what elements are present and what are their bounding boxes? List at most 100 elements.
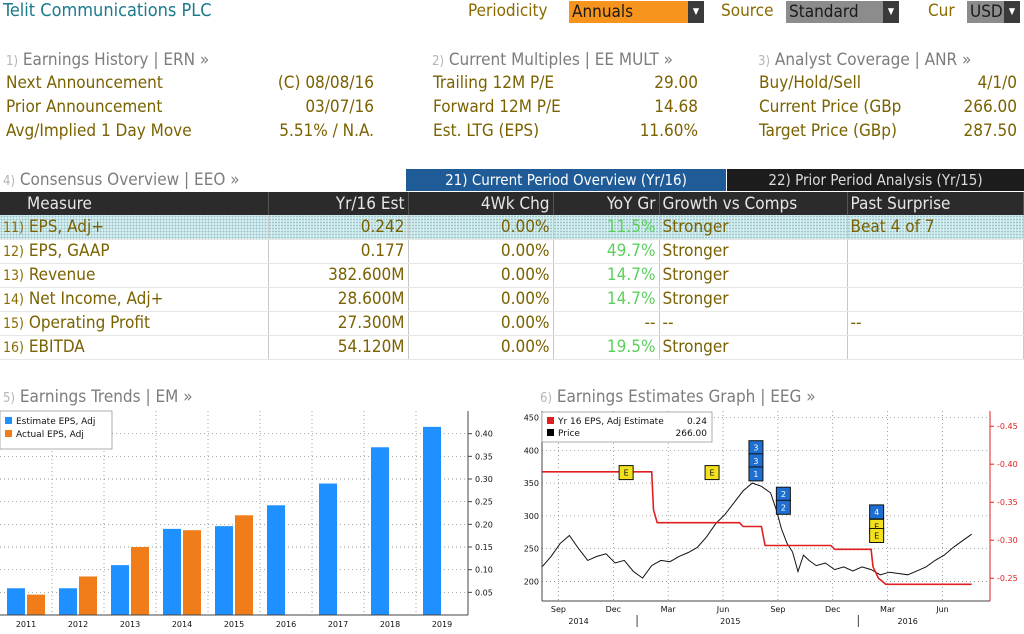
col-estimate: Yr/16 Est: [268, 192, 409, 215]
company-title: Telit Communications PLC: [3, 0, 212, 21]
table-row[interactable]: 14) Net Income, Adj+ 28.600M 0.00% 14.7%…: [0, 287, 1024, 312]
col-measure: Measure: [0, 192, 269, 215]
y-tick-label: 0.05: [475, 588, 493, 597]
measure-cell[interactable]: 12) EPS, GAAP: [0, 239, 269, 264]
item-value: 5.51% / N.A.: [279, 121, 374, 141]
list-item: Buy/Hold/Sell 4/1/0: [759, 73, 1017, 93]
list-item: Prior Announcement 03/07/16: [6, 97, 374, 117]
bar: [319, 483, 337, 615]
measure-cell[interactable]: 14) Net Income, Adj+: [0, 287, 269, 312]
currency-select[interactable]: USD: [967, 1, 1005, 23]
col-growth-vs-comps: Growth vs Comps: [659, 192, 848, 215]
x-month-label: Mar: [661, 605, 677, 614]
right-tick-label: -0.40: [997, 460, 1018, 469]
bar: [215, 526, 233, 615]
x-tick-label: 2011: [16, 620, 36, 629]
panel-number: 2): [432, 54, 445, 69]
bar: [183, 530, 201, 615]
measure-name: Net Income, Adj+: [28, 289, 164, 309]
currency-label: Cur: [928, 1, 955, 21]
panel-number: 5): [3, 391, 16, 406]
table-row[interactable]: 11) EPS, Adj+ 0.242 0.00% 11.5% Stronger…: [0, 215, 1024, 240]
x-tick-label: 2012: [68, 620, 88, 629]
earnings-estimates-graph-title[interactable]: 6) Earnings Estimates Graph | EEG »: [540, 387, 816, 407]
panel-title-text: Earnings Estimates Graph | EEG »: [556, 387, 816, 407]
list-item: Avg/Implied 1 Day Move 5.51% / N.A.: [6, 121, 374, 141]
item-value: 03/07/16: [305, 97, 374, 117]
bar: [267, 505, 285, 615]
surprise-cell: [847, 263, 1024, 288]
surprise-cell: --: [847, 311, 1024, 336]
chart-grid: [542, 411, 990, 601]
earnings-event-marker: [704, 465, 720, 481]
panel-title-text: Earnings Trends | EM »: [19, 387, 193, 407]
surprise-cell: [847, 335, 1024, 360]
source-dropdown-icon[interactable]: ▼: [883, 1, 899, 23]
analyst-coverage-title[interactable]: 3) Analyst Coverage | ANR »: [758, 50, 971, 70]
tab-prior-period[interactable]: 22) Prior Period Analysis (Yr/15): [727, 169, 1024, 191]
x-tick-label: 2013: [120, 620, 140, 629]
marker-label: 3: [753, 444, 758, 453]
periodicity-select[interactable]: Annuals: [569, 1, 689, 23]
source-select[interactable]: Standard: [786, 1, 884, 23]
bar: [59, 588, 77, 615]
x-year-label: 2016: [898, 617, 918, 626]
legend-box: [0, 410, 113, 450]
tab-current-period[interactable]: 21) Current Period Overview (Yr/16): [406, 169, 726, 191]
panel-number: 1): [6, 54, 19, 69]
current-multiples-title[interactable]: 2) Current Multiples | EE MULT »: [432, 50, 673, 70]
measure-cell[interactable]: 11) EPS, Adj+: [0, 215, 269, 240]
row-number: 15): [3, 316, 24, 332]
item-label: Next Announcement: [6, 73, 163, 93]
consensus-overview-title[interactable]: 4) Consensus Overview | EEO »: [3, 170, 240, 190]
marker-label: E: [624, 469, 629, 478]
table-row[interactable]: 13) Revenue 382.600M 0.00% 14.7% Stronge…: [0, 263, 1024, 288]
table-row[interactable]: 15) Operating Profit 27.300M 0.00% -- --…: [0, 311, 1024, 336]
x-tick-label: 2015: [224, 620, 244, 629]
earnings-event-marker: [869, 527, 885, 543]
earnings-history-title[interactable]: 1) Earnings History | ERN »: [6, 50, 209, 70]
col-4wk-chg: 4Wk Chg: [408, 192, 554, 215]
list-item: Target Price (GBp) 287.50: [759, 121, 1017, 141]
legend-label: Actual EPS, Adj: [16, 430, 84, 440]
chg-cell: 0.00%: [408, 311, 554, 336]
item-value: 11.60%: [639, 121, 698, 141]
x-month-label: Jun: [935, 605, 949, 614]
growth-cell: Stronger: [659, 335, 848, 360]
yoy-cell: 14.7%: [553, 287, 660, 312]
periodicity-dropdown-icon[interactable]: ▼: [688, 1, 704, 23]
row-number: 11): [3, 219, 24, 236]
legend-label: Estimate EPS, Adj: [16, 417, 95, 427]
row-number: 12): [3, 244, 24, 260]
measure-cell[interactable]: 16) EBITDA: [0, 335, 269, 360]
chg-cell: 0.00%: [408, 263, 554, 288]
measure-cell[interactable]: 13) Revenue: [0, 263, 269, 288]
panel-title-text: Current Multiples | EE MULT »: [448, 50, 674, 70]
earnings-trends-title[interactable]: 5) Earnings Trends | EM »: [3, 387, 193, 407]
marker-label: E: [710, 469, 715, 478]
chart-lines: [541, 470, 972, 586]
left-tick-label: 400: [524, 446, 539, 455]
list-item: Forward 12M P/E 14.68: [433, 97, 698, 117]
chg-cell: 0.00%: [408, 239, 554, 264]
chart-axis: 200 250 300 350 400 450 -0.25 -0.30 -0.35 -0.40 -0…: [524, 411, 1018, 627]
y-tick-label: 0.25: [475, 498, 493, 507]
source-value: Standard: [789, 2, 859, 22]
currency-dropdown-icon[interactable]: ▼: [1004, 1, 1020, 23]
item-value: 29.00: [654, 73, 698, 93]
surprise-cell: [847, 287, 1024, 312]
periodicity-label: Periodicity: [468, 1, 548, 21]
measure-cell[interactable]: 15) Operating Profit: [0, 311, 269, 336]
panel-number: 3): [758, 54, 771, 69]
estimate-cell: 54.120M: [268, 335, 409, 360]
measure-name: Revenue: [28, 265, 96, 285]
col-past-surprise: Past Surprise: [847, 192, 1024, 215]
table-row[interactable]: 12) EPS, GAAP 0.177 0.00% 49.7% Stronger: [0, 239, 1024, 264]
yoy-cell: 19.5%: [553, 335, 660, 360]
estimate-cell: 28.600M: [268, 287, 409, 312]
right-tick-label: -0.45: [997, 422, 1018, 431]
table-row[interactable]: 16) EBITDA 54.120M 0.00% 19.5% Stronger: [0, 335, 1024, 360]
surprise-cell: Beat 4 of 7: [847, 215, 1024, 240]
x-month-label: Jun: [716, 605, 730, 614]
x-year-label: 2014: [568, 617, 588, 626]
